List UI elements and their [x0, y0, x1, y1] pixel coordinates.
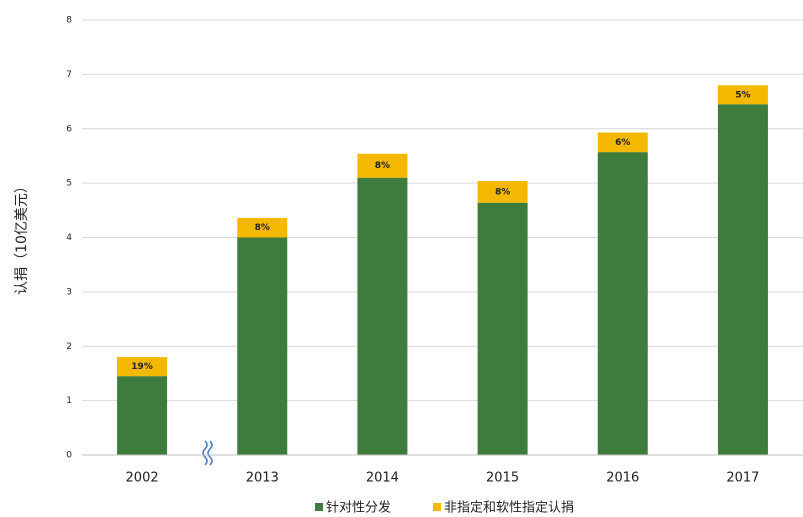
y-tick-label: 0 [66, 451, 72, 461]
segment-label: 6% [615, 138, 630, 148]
bar-segment [237, 237, 288, 455]
y-tick-label: 4 [66, 233, 72, 243]
x-tick-label: 2015 [486, 471, 519, 486]
bar-segment [597, 152, 648, 455]
segment-label: 19% [131, 362, 153, 372]
x-tick-label: 2014 [366, 471, 399, 486]
bar-segment [717, 85, 768, 105]
bar-segment [117, 357, 168, 377]
segment-label: 8% [255, 223, 270, 233]
y-tick-label: 1 [66, 396, 72, 406]
legend-swatch [315, 503, 323, 511]
y-tick-label: 6 [66, 124, 72, 134]
legend-swatch [433, 503, 441, 511]
y-tick-label: 5 [66, 179, 72, 189]
y-axis-label: 认捐（10亿美元） [14, 179, 30, 295]
legend-label: 非指定和软性指定认捐 [444, 501, 574, 516]
legend-label: 针对性分发 [326, 500, 391, 516]
y-tick-label: 7 [66, 70, 72, 80]
bar-segment [237, 217, 288, 238]
bar-segment [357, 177, 408, 455]
y-tick-label: 2 [66, 342, 72, 352]
bar-segment [597, 132, 648, 153]
x-tick-label: 2013 [246, 471, 279, 486]
segment-label: 8% [495, 187, 510, 197]
bar-segment [477, 180, 528, 203]
y-tick-label: 3 [66, 287, 72, 297]
axis-break [202, 440, 213, 466]
bar-segment [477, 202, 528, 455]
bar-segment [357, 153, 408, 178]
y-tick-label: 8 [66, 16, 72, 26]
x-tick-label: 2016 [606, 471, 639, 486]
bar-segment [117, 376, 168, 455]
segment-label: 5% [735, 90, 750, 100]
x-tick-label: 2002 [126, 471, 159, 486]
segment-label: 8% [375, 161, 390, 171]
bar-segment [717, 104, 768, 455]
x-tick-label: 2017 [726, 471, 759, 486]
